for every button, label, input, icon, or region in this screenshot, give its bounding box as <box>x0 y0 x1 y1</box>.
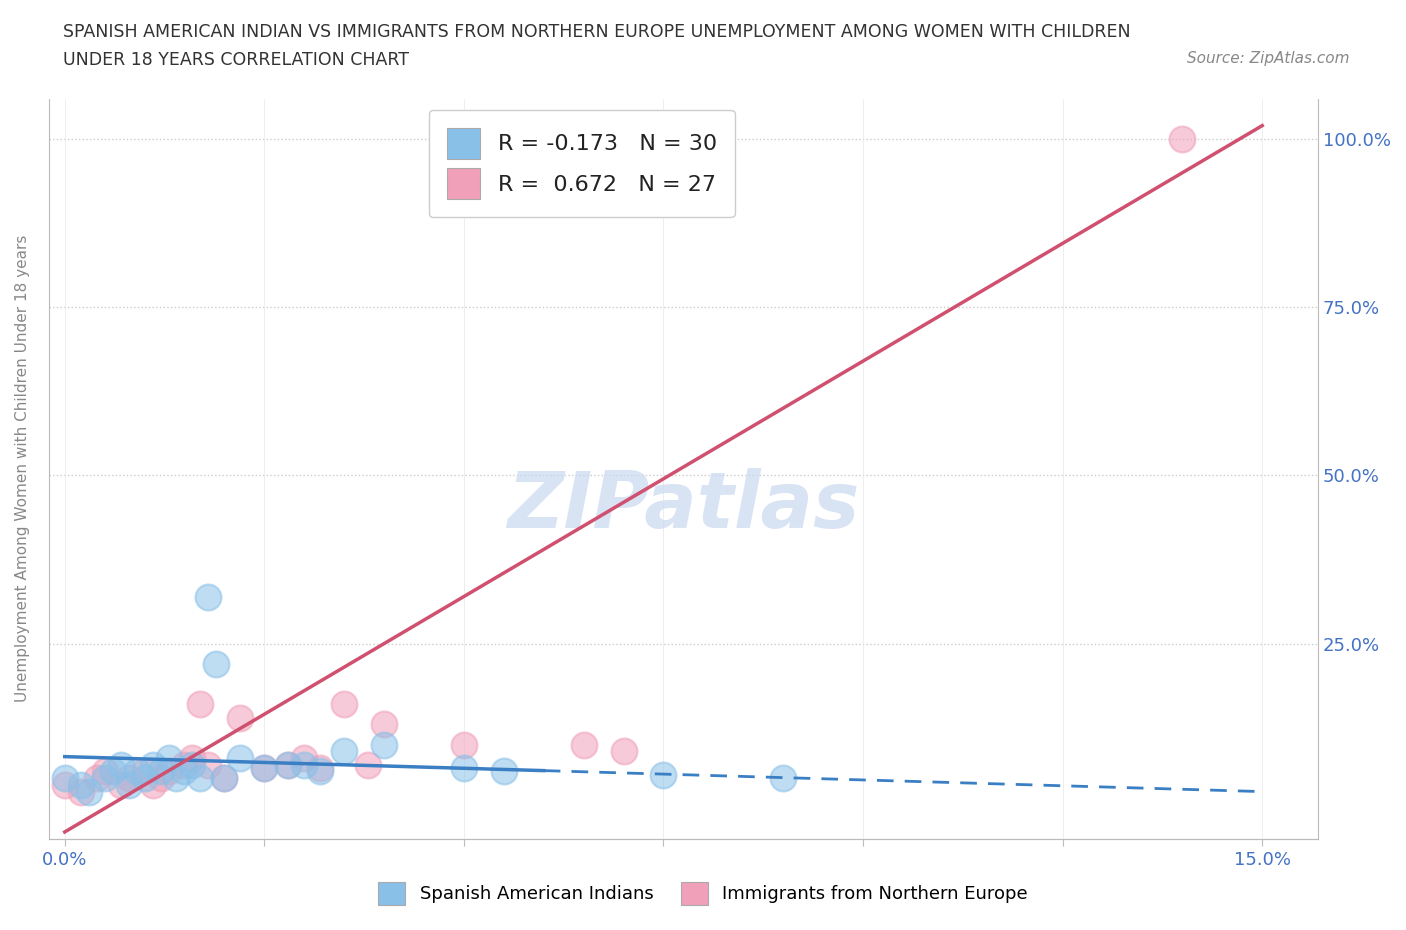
Point <box>173 764 195 778</box>
Point <box>357 757 380 772</box>
Point <box>214 771 236 786</box>
Point <box>277 757 299 772</box>
Point <box>181 757 204 772</box>
Point <box>117 771 139 786</box>
Text: ZIPatlas: ZIPatlas <box>508 468 859 544</box>
Point <box>166 771 188 786</box>
Point <box>333 697 356 711</box>
Point <box>173 757 195 772</box>
Point <box>292 751 315 765</box>
Point <box>141 777 163 792</box>
Y-axis label: Unemployment Among Women with Children Under 18 years: Unemployment Among Women with Children U… <box>15 235 30 702</box>
Point <box>309 761 332 776</box>
Point <box>197 757 219 772</box>
Point <box>110 777 132 792</box>
Point <box>197 589 219 604</box>
Point <box>157 764 180 778</box>
Point <box>652 767 675 782</box>
Point <box>53 777 76 792</box>
Point <box>190 771 212 786</box>
Text: Source: ZipAtlas.com: Source: ZipAtlas.com <box>1187 51 1350 66</box>
Point <box>333 744 356 759</box>
Point <box>373 737 395 752</box>
Point <box>253 761 276 776</box>
Point <box>205 657 228 671</box>
Point <box>492 764 515 778</box>
Point <box>181 751 204 765</box>
Point <box>309 764 332 778</box>
Point <box>214 771 236 786</box>
Point <box>772 771 794 786</box>
Point <box>453 737 475 752</box>
Point <box>572 737 595 752</box>
Point <box>253 761 276 776</box>
Point <box>149 764 172 778</box>
Point <box>69 777 91 792</box>
Point <box>134 764 156 778</box>
Point <box>69 784 91 799</box>
Point <box>190 697 212 711</box>
Point <box>613 744 636 759</box>
Text: SPANISH AMERICAN INDIAN VS IMMIGRANTS FROM NORTHERN EUROPE UNEMPLOYMENT AMONG WO: SPANISH AMERICAN INDIAN VS IMMIGRANTS FR… <box>63 23 1130 41</box>
Point <box>229 711 252 725</box>
Point <box>373 717 395 732</box>
Point <box>141 757 163 772</box>
Point <box>453 761 475 776</box>
Point <box>229 751 252 765</box>
Point <box>292 757 315 772</box>
Point <box>117 777 139 792</box>
Point <box>86 771 108 786</box>
Legend: R = -0.173   N = 30, R =  0.672   N = 27: R = -0.173 N = 30, R = 0.672 N = 27 <box>429 110 735 217</box>
Point <box>53 771 76 786</box>
Point <box>110 757 132 772</box>
Point <box>1171 132 1194 147</box>
Point <box>93 764 115 778</box>
Point <box>277 757 299 772</box>
Text: UNDER 18 YEARS CORRELATION CHART: UNDER 18 YEARS CORRELATION CHART <box>63 51 409 69</box>
Point <box>125 764 148 778</box>
Point <box>77 784 100 799</box>
Point <box>101 764 124 778</box>
Point <box>134 771 156 786</box>
Point <box>157 751 180 765</box>
Point <box>149 771 172 786</box>
Legend: Spanish American Indians, Immigrants from Northern Europe: Spanish American Indians, Immigrants fro… <box>370 873 1036 913</box>
Point <box>93 771 115 786</box>
